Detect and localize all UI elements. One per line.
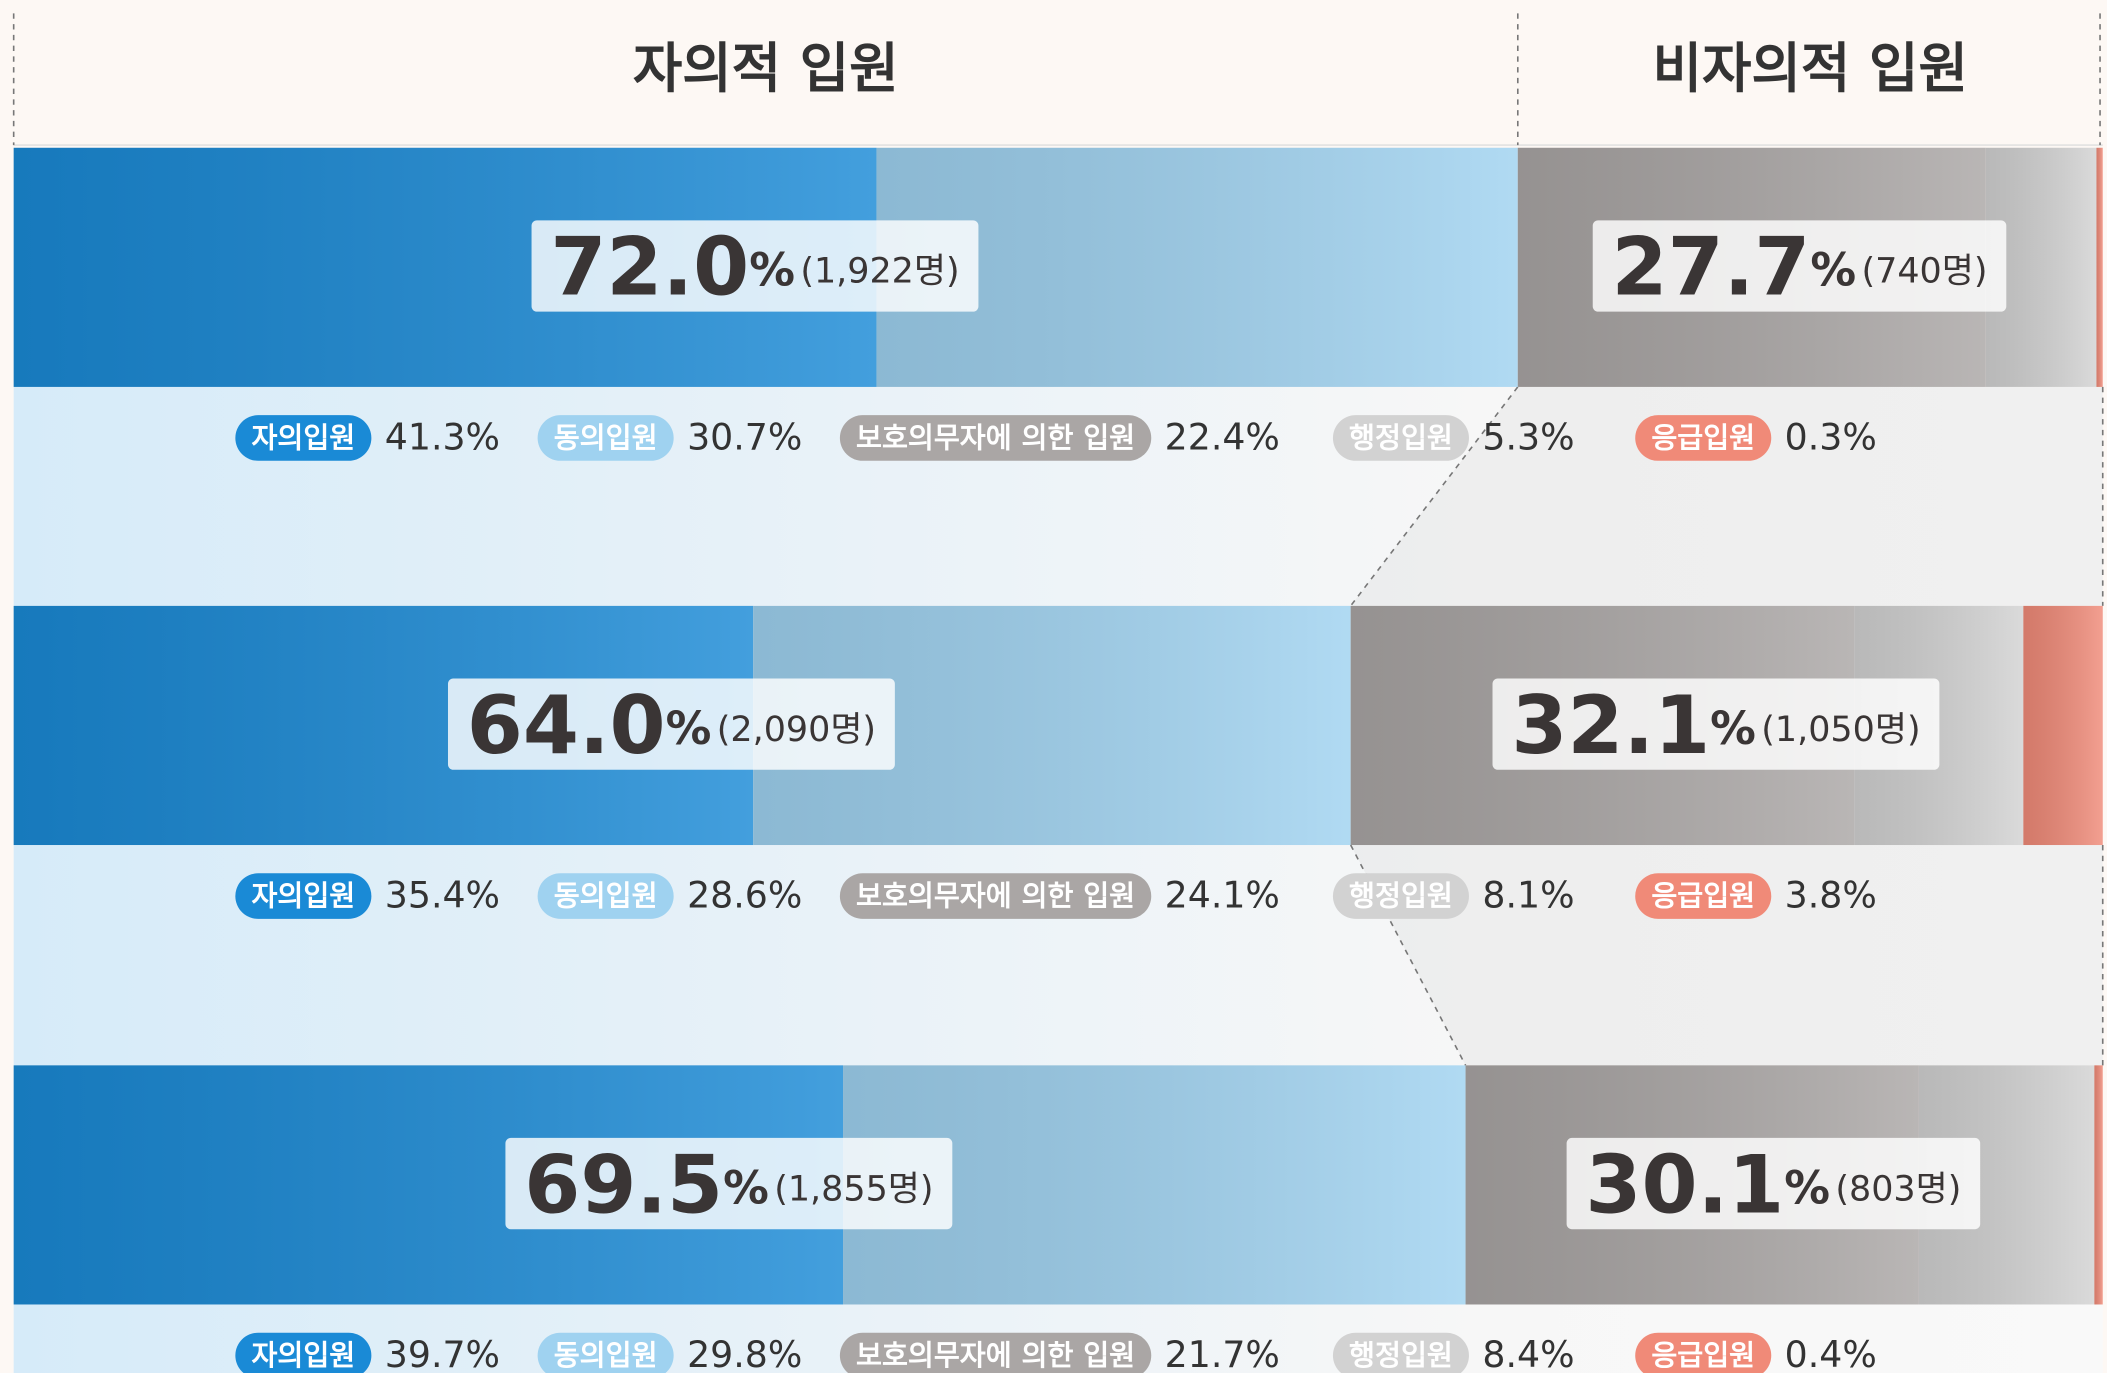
legend-value: 35.4%: [385, 873, 500, 916]
legend-pill: [537, 415, 674, 461]
legend-pill: [1332, 1332, 1469, 1373]
group-value: 32.1: [1511, 679, 1710, 773]
group-unit: %: [666, 701, 712, 754]
bar-sheen: [2096, 147, 2103, 387]
group-label-box: [447, 678, 895, 770]
bar-sheen: [2023, 605, 2103, 846]
legend-pill: [537, 873, 674, 919]
legend-label: 행정입원: [1349, 1339, 1453, 1372]
legend-pill: [235, 873, 372, 919]
group-count: (2,090명): [717, 710, 876, 750]
bar-sheen: [2094, 1065, 2103, 1305]
legend-label: 자의입원: [251, 421, 355, 454]
legend-pill: [839, 873, 1152, 919]
legend-label: 자의입원: [251, 1339, 355, 1372]
legend-value: 21.7%: [1165, 1333, 1280, 1373]
legend-value: 39.7%: [385, 1333, 500, 1373]
group-count: (740명): [1862, 252, 1988, 292]
group-count: (1,855명): [774, 1169, 933, 1209]
group-value: 30.1: [1585, 1138, 1784, 1232]
group-count: (803명): [1835, 1169, 1961, 1209]
legend-value: 5.3%: [1482, 415, 1574, 458]
legend-pill: [839, 415, 1152, 461]
legend-value: 29.8%: [687, 1333, 802, 1373]
legend-pill: [537, 1332, 674, 1373]
legend-label: 응급입원: [1651, 879, 1755, 912]
group-header: 자의적 입원: [633, 37, 899, 100]
legend-value: 0.3%: [1785, 415, 1877, 458]
group-unit: %: [1710, 701, 1756, 754]
legend-pill: [1332, 873, 1469, 919]
group-unit: %: [1810, 243, 1856, 296]
group-unit: %: [723, 1161, 769, 1214]
legend-pill: [839, 1332, 1152, 1373]
group-label-box: [1592, 220, 2007, 312]
group-unit: %: [749, 243, 795, 296]
group-label: 27.7% (740명): [1612, 221, 1988, 315]
connector-line: [1349, 844, 1467, 1066]
legend-pill: [1635, 1332, 1772, 1373]
legend-value: 24.1%: [1165, 873, 1280, 916]
legend-pill: [1635, 415, 1772, 461]
group-label: 69.5% (1,855명): [524, 1138, 933, 1232]
legend-label: 동의입원: [554, 879, 658, 912]
group-count: (1,050명): [1761, 710, 1920, 750]
group-value: 27.7: [1612, 221, 1811, 315]
legend-value: 30.7%: [687, 415, 802, 458]
legend-label: 행정입원: [1349, 421, 1453, 454]
legend-value: 41.3%: [385, 415, 500, 458]
connector-line: [1350, 386, 1519, 607]
group-value: 64.0: [467, 679, 666, 773]
group-label: 64.0% (2,090명): [467, 679, 876, 773]
group-label-box: [1566, 1137, 1981, 1230]
legend-pill: [235, 1332, 372, 1373]
group-label-box: [1492, 678, 1940, 770]
group-label-box: [505, 1137, 953, 1230]
legend-value: 3.8%: [1785, 873, 1877, 916]
legend-pill: [1635, 873, 1772, 919]
legend-label: 응급입원: [1651, 421, 1755, 454]
group-header: 비자의적 입원: [1653, 37, 1968, 100]
legend-value: 22.4%: [1165, 415, 1280, 458]
legend-label: 보호의무자에 의한 입원: [856, 879, 1135, 912]
group-unit: %: [1784, 1161, 1830, 1214]
legend-value: 8.1%: [1482, 873, 1574, 916]
legend-pill: [1332, 415, 1469, 461]
legend-label: 보호의무자에 의한 입원: [856, 421, 1135, 454]
legend-value: 8.4%: [1482, 1333, 1574, 1373]
group-value: 69.5: [524, 1138, 723, 1232]
group-label: 32.1% (1,050명): [1511, 679, 1920, 773]
group-value: 72.0: [550, 221, 749, 315]
legend-label: 동의입원: [554, 421, 658, 454]
legend-pill: [235, 415, 372, 461]
group-label: 72.0% (1,922명): [550, 221, 959, 315]
bar-sheen: [876, 147, 1518, 387]
legend-label: 행정입원: [1349, 879, 1453, 912]
group-label-box: [531, 220, 979, 312]
group-label: 30.1% (803명): [1585, 1138, 1961, 1232]
legend-value: 28.6%: [687, 873, 802, 916]
legend-label: 보호의무자에 의한 입원: [856, 1339, 1135, 1372]
legend-label: 동의입원: [554, 1339, 658, 1372]
legend-label: 응급입원: [1651, 1339, 1755, 1372]
legend-label: 자의입원: [251, 879, 355, 912]
group-count: (1,922명): [800, 252, 959, 292]
legend-value: 0.4%: [1785, 1333, 1877, 1373]
